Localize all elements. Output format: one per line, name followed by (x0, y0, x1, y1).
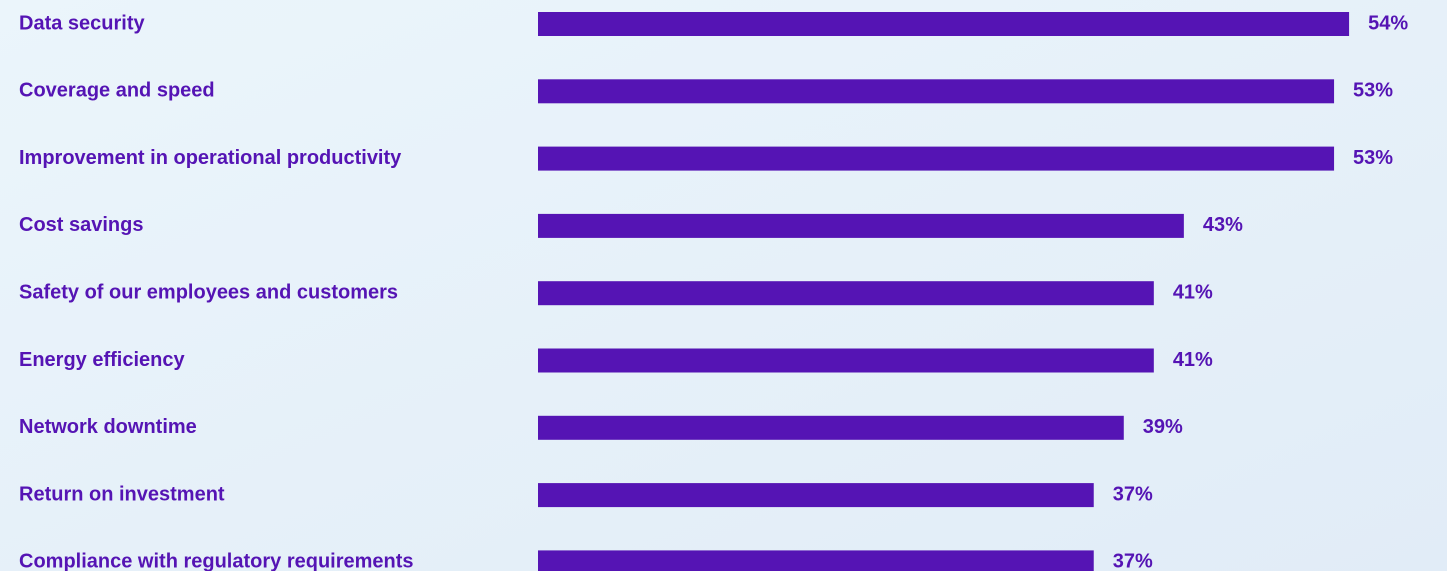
value-label: 43% (1203, 214, 1243, 236)
bar (538, 281, 1154, 306)
category-label: Energy efficiency (19, 349, 186, 371)
value-label: 37% (1113, 551, 1153, 571)
bar (538, 415, 1124, 440)
value-label: 54% (1368, 12, 1408, 34)
value-label: 53% (1353, 80, 1393, 102)
bar (538, 483, 1094, 508)
category-label: Compliance with regulatory requirements (19, 551, 414, 571)
category-label: Coverage and speed (19, 80, 215, 102)
value-label: 37% (1113, 483, 1153, 505)
bar (538, 12, 1350, 36)
category-label: Network downtime (19, 416, 197, 438)
category-label: Return on investment (19, 483, 225, 505)
category-label: Improvement in operational productivity (19, 147, 402, 169)
bar (538, 146, 1335, 171)
bar (538, 348, 1154, 373)
value-label: 41% (1173, 349, 1213, 371)
category-label: Data security (19, 12, 145, 34)
bar (538, 550, 1094, 571)
category-label: Cost savings (19, 214, 143, 236)
value-label: 41% (1173, 281, 1213, 303)
value-label: 39% (1143, 416, 1183, 438)
bar (538, 79, 1335, 104)
bar (538, 213, 1184, 238)
category-label: Safety of our employees and customers (19, 281, 398, 303)
value-label: 53% (1353, 147, 1393, 169)
